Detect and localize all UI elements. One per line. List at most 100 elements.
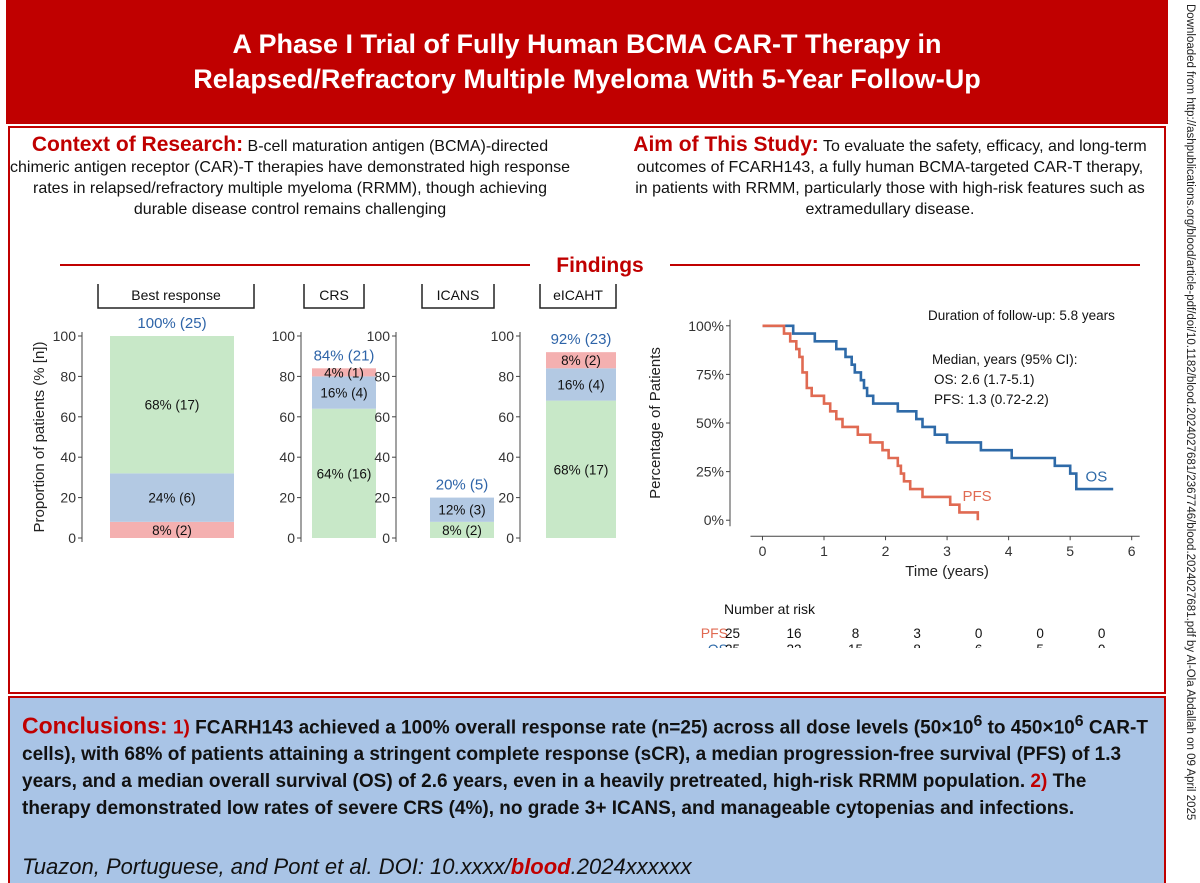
risk-row-name-pfs: PFS (701, 625, 728, 641)
risk-value: 0 (1098, 642, 1106, 648)
bar-segment-1 (546, 400, 616, 538)
findings-divider-left (60, 264, 530, 266)
risk-value: 0 (1036, 626, 1044, 641)
risk-value: 22 (786, 642, 801, 648)
bar-total-label: 84% (21) (314, 347, 375, 364)
km-y-tick-label: 0% (704, 512, 724, 528)
y-tick-label: 0 (506, 530, 514, 546)
panel-title-box (303, 284, 365, 309)
stacked-bar-chart: Proportion of patients (% [n]) Best respo… (31, 284, 617, 546)
km-x-tick-label: 1 (820, 543, 828, 559)
km-x-tick-label: 0 (759, 543, 767, 559)
risk-table-title: Number at risk (724, 601, 816, 617)
km-y-axis-label: Percentage of Patients (647, 347, 664, 499)
download-watermark: Downloaded from http://ashpublications.o… (1184, 4, 1196, 821)
km-x-tick-label: 6 (1128, 543, 1136, 559)
km-x-tick-label: 5 (1066, 543, 1074, 559)
risk-value: 3 (913, 626, 921, 641)
km-series-label-pfs: PFS (962, 488, 991, 505)
bar-segment-2 (430, 497, 494, 522)
panel-title-box (421, 284, 495, 309)
bar-segment-pr (110, 521, 234, 538)
km-y-tick-label: 25% (696, 464, 724, 480)
y-tick-label: 20 (279, 490, 295, 506)
km-annotation-median-title: Median, years (95% CI): (932, 352, 1078, 367)
risk-value: 0 (975, 626, 983, 641)
y-tick-label: 60 (279, 409, 295, 425)
bar-segment-label: 4% (1) (324, 365, 364, 380)
y-tick-label: 60 (498, 409, 514, 425)
y-tick-label: 60 (60, 409, 76, 425)
bar-segment-label: 24% (6) (148, 491, 195, 506)
citation: Tuazon, Portuguese, and Pont et al. DOI:… (22, 854, 692, 880)
findings-divider-right (670, 264, 1140, 266)
poster-header: A Phase I Trial of Fully Human BCMA CAR-… (6, 0, 1168, 124)
km-x-tick-label: 4 (1005, 543, 1013, 559)
y-tick-label: 0 (68, 530, 76, 546)
bar-segment-3 (546, 352, 616, 369)
aim-heading: Aim of This Study: (633, 133, 819, 156)
risk-row-name-os: OS (708, 641, 728, 648)
bar-segment-1 (430, 521, 494, 538)
risk-value: 5 (1036, 642, 1044, 648)
citation-prefix: Tuazon, Portuguese, and Pont et al. DOI:… (22, 854, 511, 879)
aim-text: To evaluate the safety, efficacy, and lo… (635, 138, 1147, 218)
panel-title: CRS (319, 287, 349, 303)
risk-value: 8 (913, 642, 921, 648)
risk-value: 15 (848, 642, 863, 648)
y-tick-label: 20 (374, 490, 390, 506)
conclusion-1-part-a: FCARH143 achieved a 100% overall respons… (189, 717, 974, 739)
conclusion-number-1: 1) (172, 717, 190, 739)
y-tick-label: 100 (53, 328, 77, 344)
kaplan-meier-chart: 0% 25% 50% 75% 100% Percentage of Patients 0 1 2… (647, 308, 1140, 648)
conclusion-superscript-1: 6 (973, 713, 983, 730)
bar-segment-2 (546, 368, 616, 401)
conclusions-panel: Conclusions: 1) FCARH143 achieved a 100%… (8, 696, 1166, 883)
conclusion-1-part-b: to 450×10 (982, 717, 1075, 739)
y-tick-label: 40 (374, 449, 390, 465)
bar-chart-y-axis-label: Proportion of patients (% [n]) (31, 342, 48, 533)
km-x-tick-label: 2 (882, 543, 890, 559)
bar-segment-label: 12% (3) (438, 503, 485, 518)
panel-title-box (97, 284, 255, 309)
bar-segment-label: 8% (2) (442, 523, 482, 538)
km-annotation-pfs: PFS: 1.3 (0.72-2.2) (934, 392, 1049, 407)
km-x-axis-label: Time (years) (905, 563, 989, 580)
y-tick-label: 80 (374, 368, 390, 384)
km-curve-pfs (762, 324, 980, 521)
bar-total-label: 20% (5) (436, 477, 489, 494)
risk-value: 6 (975, 642, 983, 648)
km-y-tick-label: 75% (696, 366, 724, 382)
bar-segment-3 (312, 368, 376, 377)
bar-segment-label: 64% (16) (317, 466, 372, 481)
risk-value: 25 (725, 642, 740, 648)
citation-suffix: .2024xxxxxx (570, 854, 692, 879)
bar-segment-label: 68% (17) (554, 462, 609, 477)
y-tick-label: 20 (60, 490, 76, 506)
km-y-tick-label: 50% (696, 415, 724, 431)
bar-segment-scr (110, 336, 234, 474)
panel-title: eICAHT (553, 287, 603, 303)
panel-title: Best response (131, 287, 221, 303)
y-tick-label: 20 (498, 490, 514, 506)
conclusion-1-part-c: CAR-T cells), with 68% of patients attai… (22, 717, 1148, 793)
y-tick-label: 100 (491, 328, 515, 344)
km-series-label-os: OS (1086, 468, 1108, 485)
conclusion-number-2: 2) (1025, 771, 1048, 793)
bar-segment-1 (312, 408, 376, 538)
context-of-research: Context of Research: B-cell maturation a… (10, 134, 570, 220)
bar-segment-label: 8% (2) (561, 353, 601, 368)
conclusions-label: Conclusions: (22, 712, 168, 739)
y-tick-label: 80 (279, 368, 295, 384)
conclusion-2-text: The therapy demonstrated low rates of se… (22, 771, 1087, 820)
bar-segment-label: 16% (4) (557, 377, 604, 392)
y-tick-label: 40 (498, 449, 514, 465)
km-x-tick-label: 3 (943, 543, 951, 559)
km-y-tick-label: 100% (688, 318, 724, 334)
citation-journal: blood (510, 854, 571, 879)
bar-total-label: 92% (23) (551, 331, 612, 348)
risk-value: 25 (725, 626, 740, 641)
y-tick-label: 60 (374, 409, 390, 425)
conclusions-text: Conclusions: 1) FCARH143 achieved a 100%… (22, 708, 1152, 822)
findings-heading: Findings (556, 254, 644, 277)
